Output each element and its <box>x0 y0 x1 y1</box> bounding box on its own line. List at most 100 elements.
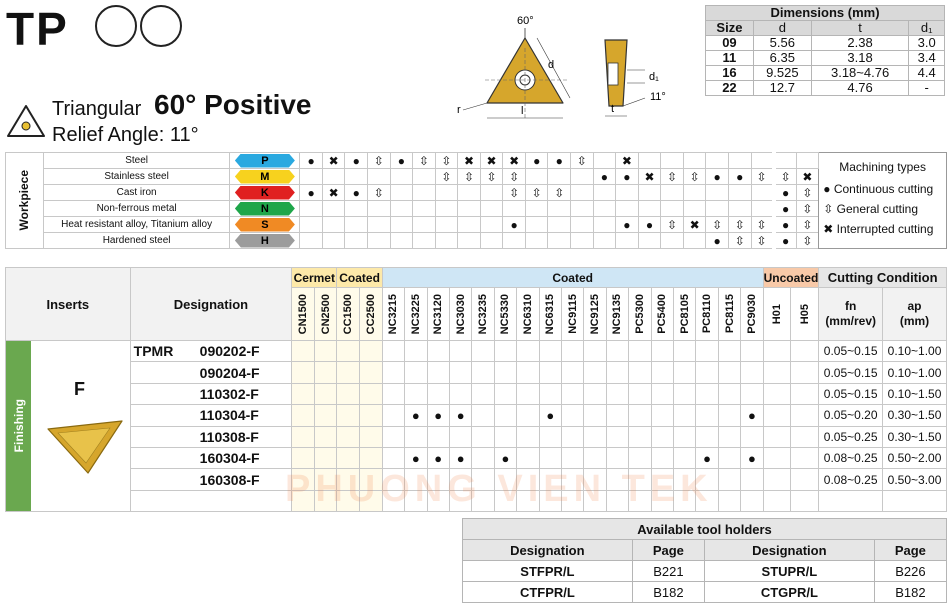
machining-symbol <box>479 184 504 201</box>
dim-value: 3.18~4.76 <box>810 65 910 81</box>
machining-symbol <box>660 232 684 249</box>
designation-cell: 110308-F <box>129 425 293 448</box>
designation-code: 110304-F <box>199 407 259 424</box>
machining-symbol: ● <box>727 168 752 185</box>
grade-mark <box>560 404 585 427</box>
grade-column-header: PC5400 <box>650 287 674 341</box>
grade-mark <box>313 468 338 491</box>
grade-column-header: H05 <box>790 287 820 341</box>
iso-code-cell: S <box>229 216 301 233</box>
workpiece-row: Workpiece Steel P ● ✖ ● ⇳ ● ⇳ ⇳ ✖ ✖ ✖ ● ● ⇳ ✖ Machining t… <box>5 152 947 249</box>
grade-name: NC3225 <box>409 293 422 335</box>
label-l: l <box>521 105 523 117</box>
machining-symbol <box>750 200 775 217</box>
machining-symbol: ● <box>344 152 368 169</box>
grade-name: CN2500 <box>319 293 332 335</box>
grade-mark <box>359 339 383 363</box>
grade-mark <box>650 361 674 384</box>
workpiece-table: Workpiece Steel P ● ✖ ● ⇳ ● ⇳ ⇳ ✖ ✖ ✖ ● ● ⇳ ✖ Machining t… <box>5 152 947 249</box>
grade-mark <box>650 468 674 491</box>
ap-value: 0.30~1.50 <box>882 425 947 448</box>
grade-mark <box>717 468 742 491</box>
grade-mark <box>605 404 630 427</box>
holder-designation: CTGPR/L <box>703 581 875 603</box>
machining-symbol: ⇳ <box>524 184 549 201</box>
finishing-insert-cell: Finishing F <box>5 339 131 513</box>
grade-mark <box>336 361 361 384</box>
designation-code: 160308-F <box>199 471 260 488</box>
machining-symbol <box>412 216 436 233</box>
grade-name: PC9030 <box>745 294 758 334</box>
grade-mark <box>426 468 450 491</box>
machining-symbol <box>637 184 662 201</box>
grade-mark <box>583 425 607 448</box>
grade-name: PC8115 <box>723 294 736 334</box>
dim-value: 9.525 <box>752 65 812 81</box>
machining-symbol <box>457 184 481 201</box>
machining-type-label: Continuous cutting <box>833 182 934 196</box>
grade-mark <box>381 425 406 448</box>
grade-mark <box>790 404 820 427</box>
grade-column-header: PC9030 <box>740 287 764 341</box>
grade-mark <box>790 446 820 470</box>
workpiece-row: Cast iron K ● ✖ ● ⇳ ⇳ ⇳ ⇳ ● ⇳ <box>6 184 947 201</box>
machining-symbol: ⇳ <box>795 184 820 201</box>
machining-symbol: ✖ <box>321 152 346 169</box>
grade-mark <box>426 425 450 448</box>
machining-symbol: ● <box>299 152 323 169</box>
grade-mark: ● <box>493 446 518 470</box>
grade-mark <box>560 361 585 384</box>
grade-name: CC2500 <box>364 293 377 335</box>
machining-type-label: General cutting <box>836 202 919 216</box>
machining-types-legend: Machining types ● Continuous cutting ⇳ Gen… <box>818 152 947 249</box>
machining-symbol <box>682 200 707 217</box>
grade-column-header: NC9125 <box>583 287 607 341</box>
grade-mark <box>538 361 562 384</box>
grade-mark <box>672 468 697 491</box>
machining-symbol <box>366 168 391 185</box>
workpiece-row: Stainless steel M ⇳ ⇳ ⇳ ⇳ ● ● ✖ ⇳ ⇳ ● ● ⇳ ⇳ ✖ <box>6 168 947 185</box>
grade-mark <box>493 404 518 427</box>
grade-mark <box>583 468 607 491</box>
grade-name: NC9125 <box>589 293 602 335</box>
dimensions-row: 11 6.35 3.18 3.4 <box>705 50 945 66</box>
label-t: t <box>611 103 614 115</box>
machining-symbol <box>524 232 549 249</box>
grade-column-header: PC8105 <box>672 287 697 341</box>
grade-mark <box>695 339 719 363</box>
dim-header-t: t <box>810 20 910 36</box>
holders-title: Available tool holders <box>462 518 947 540</box>
grade-mark <box>291 446 315 470</box>
holder-designation: CTFPR/L <box>462 581 633 603</box>
workpiece-row: Hardened steel H ● ⇳ ⇳ ● ⇳ <box>6 232 947 249</box>
machining-symbol: ✖ <box>457 152 481 169</box>
dimensions-row: 22 12.7 4.76- <box>705 80 945 96</box>
grade-mark <box>628 339 652 363</box>
grade-mark <box>471 489 495 513</box>
holder-header-page: Page <box>631 539 705 561</box>
grade-mark <box>471 468 495 491</box>
grade-mark <box>762 446 792 470</box>
grade-mark <box>336 489 361 513</box>
designation-prefix: TPMR <box>133 343 174 360</box>
grade-mark <box>717 404 742 427</box>
grade-mark: ● <box>404 446 428 470</box>
material-name: Steel <box>42 152 231 169</box>
designation-code: 160304-F <box>199 450 260 467</box>
designation-cell <box>129 489 293 513</box>
grade-mark <box>560 425 585 448</box>
grade-mark <box>790 382 820 406</box>
grade-mark <box>493 382 518 406</box>
grade-mark <box>605 468 630 491</box>
label-r: r <box>457 104 461 116</box>
machining-type-item: ● Continuous cutting <box>823 182 942 196</box>
grade-mark <box>381 339 406 363</box>
grade-column-header: H01 <box>762 287 792 341</box>
grade-mark <box>740 361 764 384</box>
grade-name: PC8110 <box>701 294 714 334</box>
grade-mark <box>538 446 562 470</box>
grade-mark <box>291 425 315 448</box>
machining-symbol: ✖ <box>615 152 639 169</box>
machining-symbol <box>547 200 572 217</box>
grade-mark <box>790 425 820 448</box>
